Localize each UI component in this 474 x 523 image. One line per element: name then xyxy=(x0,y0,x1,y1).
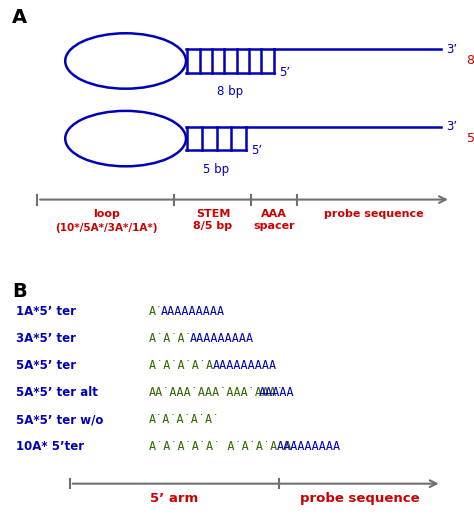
Text: STEM
8/5 bp: STEM 8/5 bp xyxy=(193,209,233,231)
Text: B: B xyxy=(12,282,27,301)
Text: ȦȦȦȦȦ ȦȦȦȦȦ: ȦȦȦȦȦ ȦȦȦȦȦ xyxy=(149,440,306,453)
Text: AAAAA: AAAAA xyxy=(259,386,295,399)
Text: 5 STEM: 5 STEM xyxy=(467,132,474,145)
Text: (10*/5A*/3A*/1A*): (10*/5A*/3A*/1A*) xyxy=(55,223,157,233)
Text: AȦAAȦAAȦAAȦAAȦ: AȦAAȦAAȦAAȦAAȦ xyxy=(149,386,284,399)
Text: AAAAAAAAA: AAAAAAAAA xyxy=(277,440,341,453)
Text: 5 bp: 5 bp xyxy=(203,163,229,176)
Text: 8 STEM: 8 STEM xyxy=(467,54,474,67)
Text: 5A*5’ ter w/o: 5A*5’ ter w/o xyxy=(17,413,104,426)
Text: ȦȦȦȦȦ: ȦȦȦȦȦ xyxy=(149,359,227,372)
Text: 5’: 5’ xyxy=(251,144,262,157)
Text: 3’: 3’ xyxy=(446,120,457,133)
Text: 10A* 5’ter: 10A* 5’ter xyxy=(17,440,84,453)
Text: 5A*5’ ter alt: 5A*5’ ter alt xyxy=(17,386,98,399)
Text: AAAAAAAAA: AAAAAAAAA xyxy=(213,359,277,372)
Text: 8 bp: 8 bp xyxy=(217,85,243,98)
Text: 5A*5’ ter: 5A*5’ ter xyxy=(17,359,77,372)
Text: probe sequence: probe sequence xyxy=(301,492,420,505)
Text: AAAAAAAAA: AAAAAAAAA xyxy=(190,332,254,345)
Text: 3’: 3’ xyxy=(446,43,457,56)
Text: probe sequence: probe sequence xyxy=(324,209,424,219)
Text: 3A*5’ ter: 3A*5’ ter xyxy=(17,332,76,345)
Text: AAAAAAAAA: AAAAAAAAA xyxy=(160,305,225,318)
Text: ȦȦȦȦȦ: ȦȦȦȦȦ xyxy=(149,413,220,426)
Text: 5’: 5’ xyxy=(279,66,290,79)
Text: 1A*5’ ter: 1A*5’ ter xyxy=(17,305,76,318)
Text: A: A xyxy=(12,8,27,27)
Text: AAA
spacer: AAA spacer xyxy=(254,209,295,231)
Text: loop: loop xyxy=(92,209,119,219)
Text: Ȧ: Ȧ xyxy=(149,305,163,318)
Text: 5’ arm: 5’ arm xyxy=(150,492,199,505)
Text: ȦȦȦ: ȦȦȦ xyxy=(149,332,199,345)
